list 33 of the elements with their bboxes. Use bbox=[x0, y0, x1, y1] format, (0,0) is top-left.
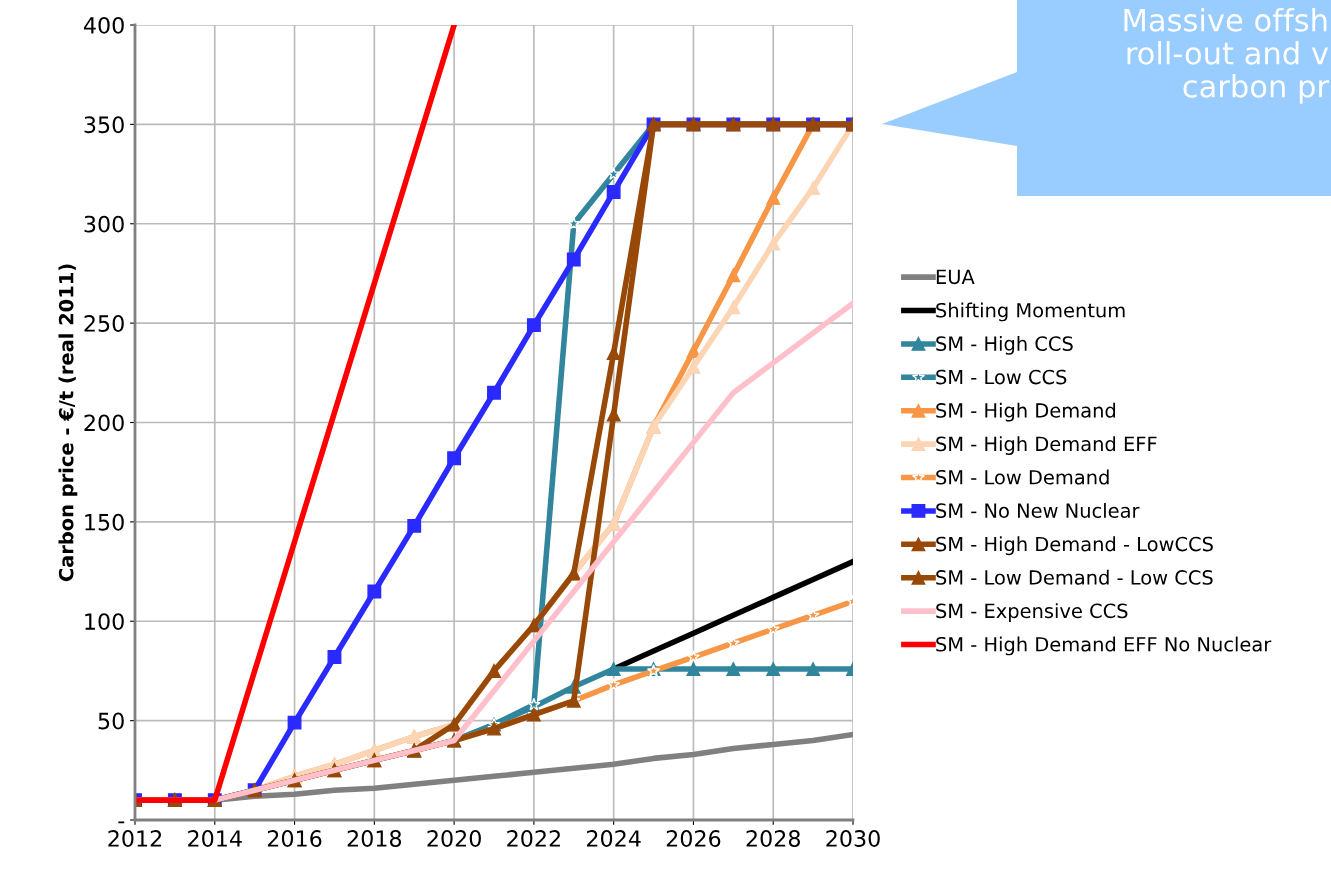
legend-label: SM - Low CCS bbox=[936, 369, 1067, 385]
legend-label: SM - High Demand EFF No Nuclear bbox=[936, 636, 1272, 656]
legend-label: SM - High Demand - LowCCS bbox=[936, 536, 1213, 556]
y-tick-label: 100 bbox=[85, 613, 124, 631]
x-tick-label: 2024 bbox=[587, 830, 641, 847]
y-tick-label: 300 bbox=[84, 215, 124, 233]
x-tick-label: 2020 bbox=[427, 830, 481, 847]
y-tick-label: 400 bbox=[83, 16, 124, 34]
legend-label: Shifting Momentum bbox=[936, 302, 1125, 322]
legend-label: SM - No New Nuclear bbox=[936, 502, 1140, 518]
x-tick-label: 2012 bbox=[108, 830, 162, 847]
legend-label: EUA bbox=[936, 269, 975, 285]
x-tick-label: 2018 bbox=[347, 830, 402, 847]
legend-label: SM - Expensive CCS bbox=[936, 603, 1128, 622]
x-tick-label: 2014 bbox=[188, 830, 242, 847]
y-tick-label: 200 bbox=[84, 414, 124, 432]
x-tick-label: 2026 bbox=[666, 830, 721, 847]
x-tick-label: 2030 bbox=[826, 830, 880, 847]
x-tick-label: 2028 bbox=[746, 830, 800, 847]
y-tick-label: 150 bbox=[85, 513, 124, 531]
legend-label: SM - High Demand EFF bbox=[936, 436, 1157, 455]
legend-label: SM - High Demand bbox=[936, 402, 1116, 422]
x-tick-label: 2016 bbox=[267, 830, 322, 847]
y-tick-label: - bbox=[118, 821, 125, 824]
x-tick-label: 2022 bbox=[507, 830, 560, 847]
y-tick-label: 350 bbox=[84, 116, 124, 134]
legend-label: SM - Low Demand bbox=[936, 469, 1109, 485]
y-tick-label: 250 bbox=[84, 315, 124, 332]
y-axis-title: Carbon price - €/t (real 2011) bbox=[58, 264, 78, 582]
y-tick-label: 50 bbox=[98, 712, 124, 730]
legend-label: SM - High CCS bbox=[936, 335, 1073, 355]
text: Massive offsh roll-out and v carbon pr bbox=[1124, 8, 1329, 104]
legend-label: SM - Low Demand - Low CCS bbox=[936, 569, 1213, 585]
